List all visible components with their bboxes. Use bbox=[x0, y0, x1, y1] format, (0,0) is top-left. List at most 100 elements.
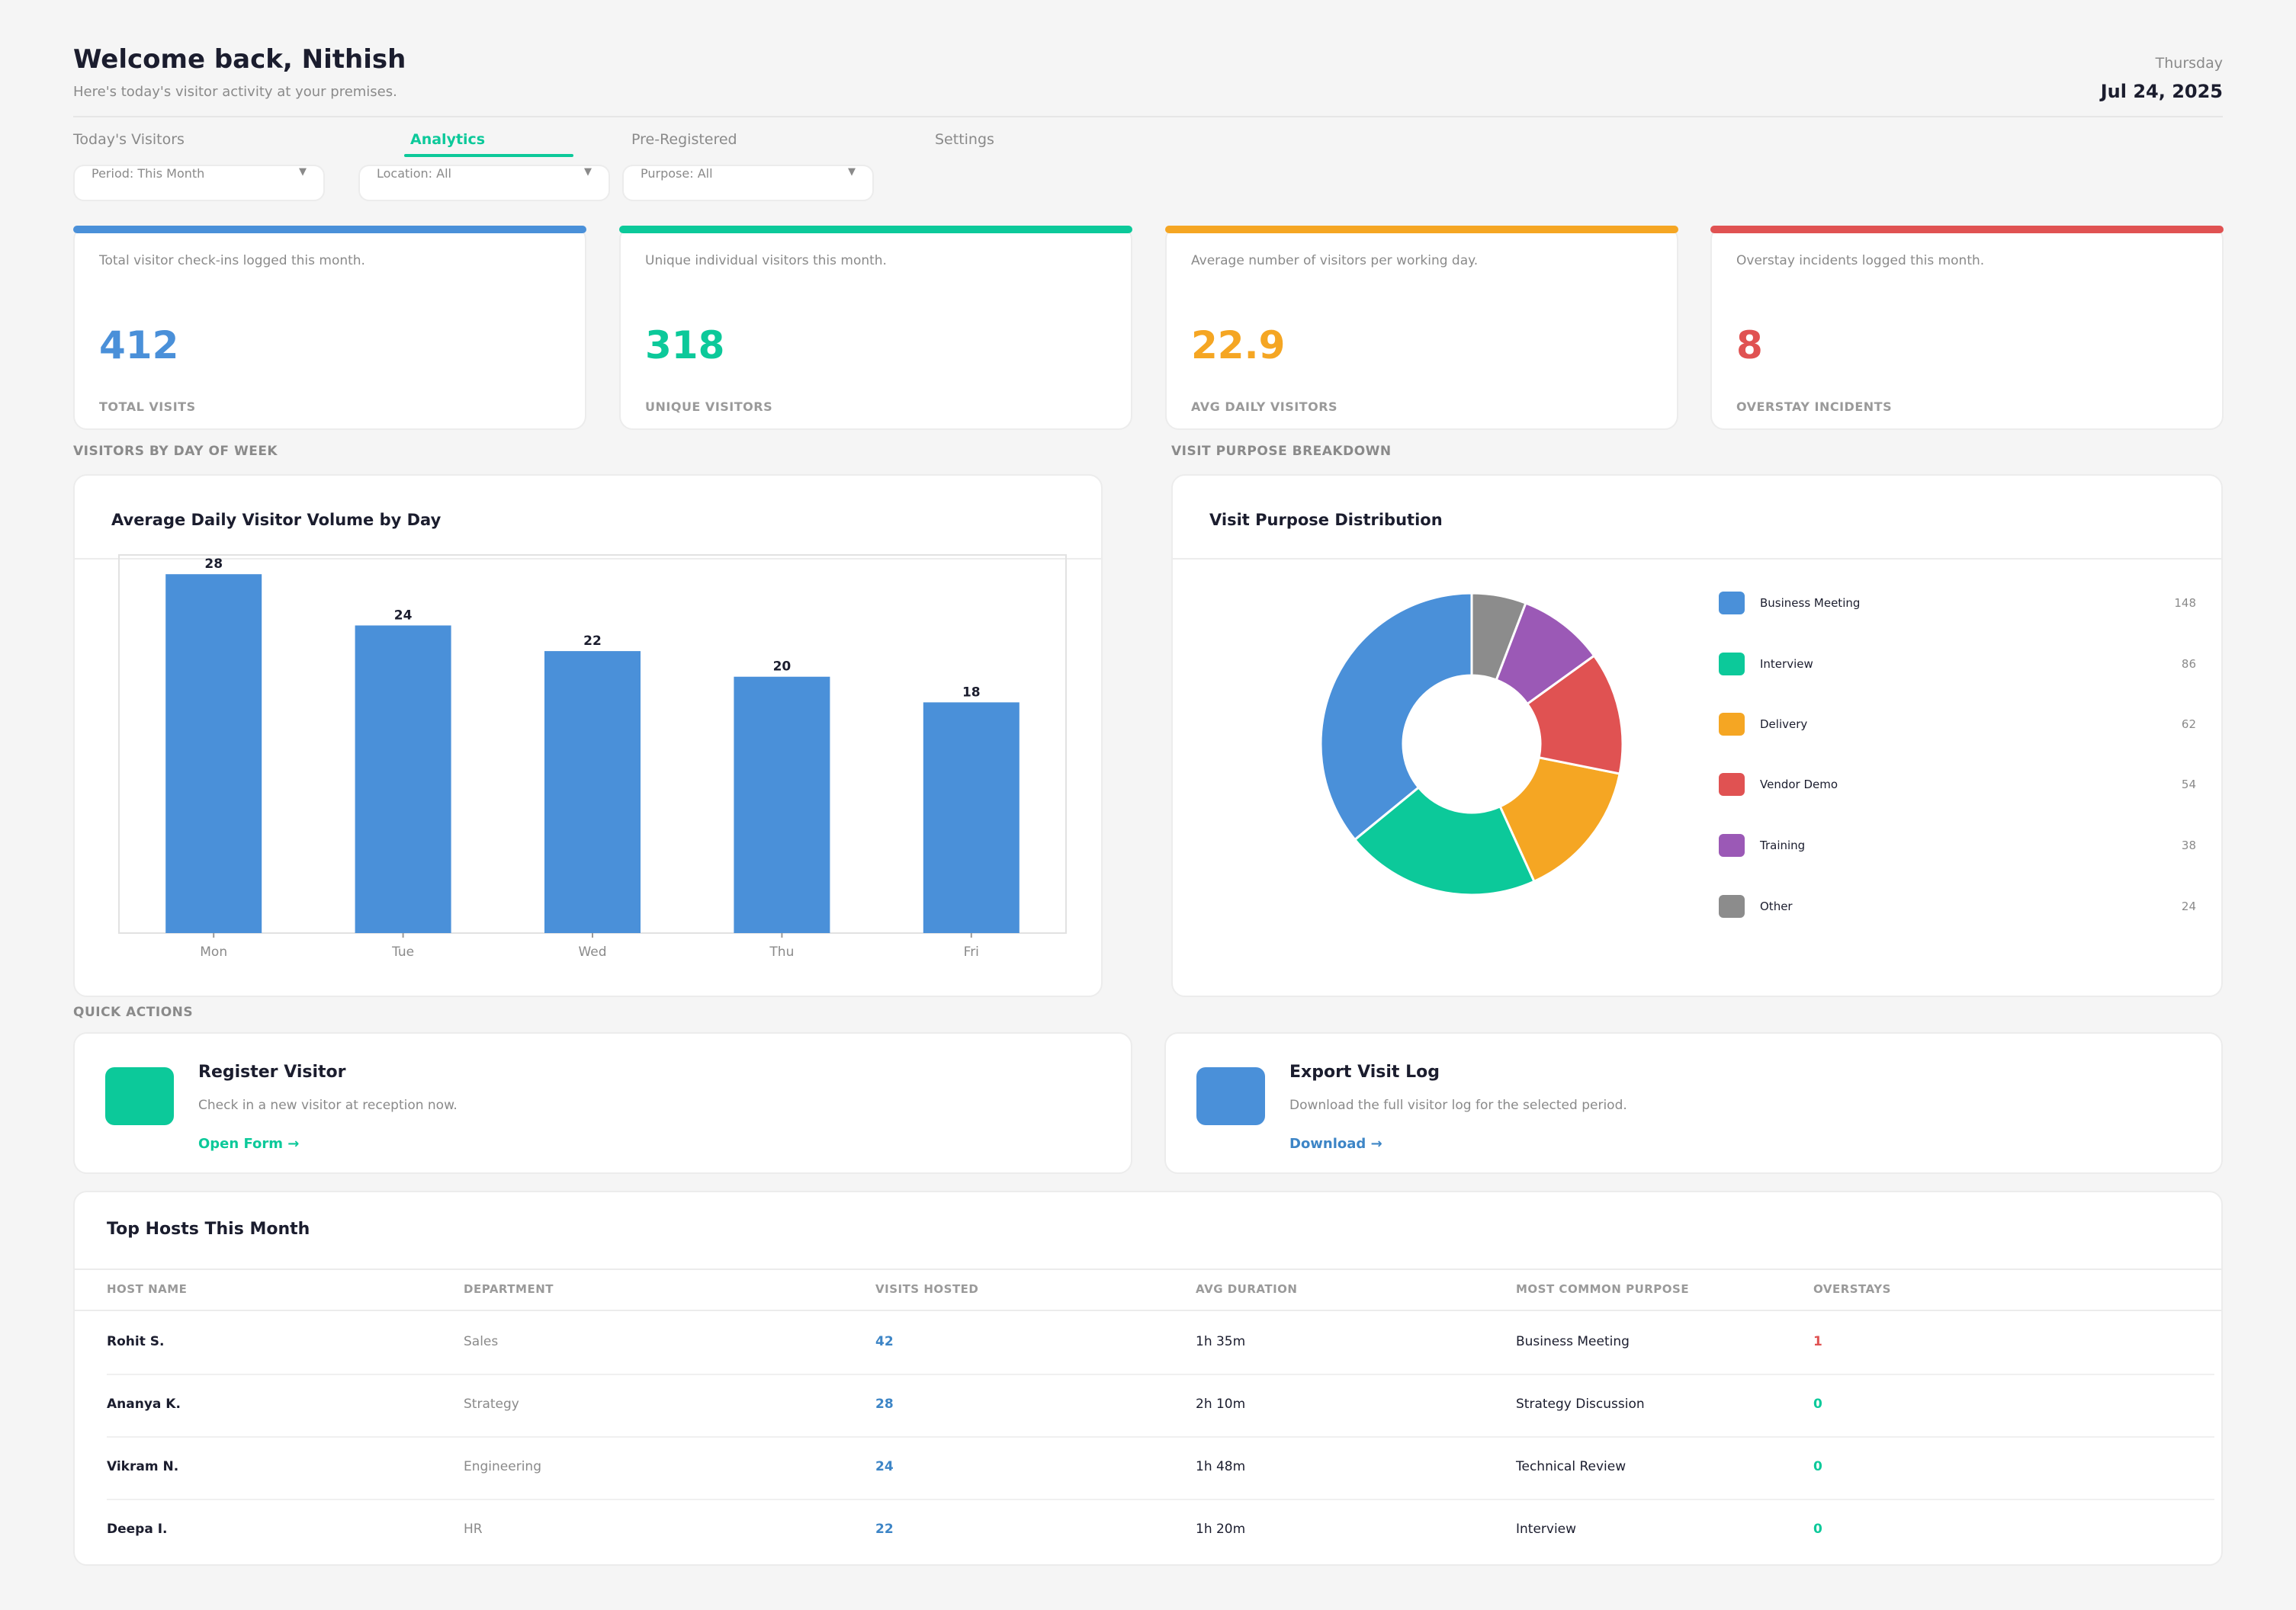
bar-data-label: 22 bbox=[583, 633, 602, 649]
quick-action-export-visit-log[interactable]: Export Visit Log Download the full visit… bbox=[1164, 1032, 2223, 1174]
legend-value: 62 bbox=[2181, 717, 2196, 731]
legend-item-training: Training 38 bbox=[1719, 832, 2196, 858]
export-log-icon bbox=[1196, 1067, 1265, 1125]
stat-value: 8 bbox=[1736, 323, 1763, 367]
current-date: Jul 24, 2025 bbox=[2100, 81, 2223, 102]
host-department: Sales bbox=[464, 1334, 499, 1349]
section-label-by-day: VISITORS BY DAY OF WEEK bbox=[73, 444, 278, 459]
header-divider bbox=[73, 116, 2223, 117]
legend-label: Delivery bbox=[1760, 717, 1808, 731]
period-filter-select[interactable]: Period: This Month ▼ bbox=[73, 165, 325, 201]
purpose-filter-select[interactable]: Purpose: All ▼ bbox=[622, 165, 874, 201]
bar-wed bbox=[544, 651, 641, 933]
host-name: Rohit S. bbox=[107, 1334, 165, 1349]
chevron-down-icon: ▼ bbox=[584, 166, 592, 178]
bar-tue bbox=[355, 625, 451, 933]
location-filter-select[interactable]: Location: All ▼ bbox=[358, 165, 610, 201]
page-title: Welcome back, Nithish bbox=[73, 44, 406, 75]
legend-swatch bbox=[1719, 713, 1745, 736]
stat-label: UNIQUE VISITORS bbox=[645, 399, 773, 414]
bar-data-label: 28 bbox=[204, 556, 223, 572]
period-filter-label: Period: This Month bbox=[92, 166, 205, 181]
stat-card-overstay-incidents: Overstay incidents logged this month. 8 … bbox=[1710, 226, 2224, 430]
bar-chart-title: Average Daily Visitor Volume by Day bbox=[111, 511, 442, 529]
stat-description: Total visitor check-ins logged this mont… bbox=[99, 253, 365, 268]
legend-label: Business Meeting bbox=[1760, 596, 1861, 610]
overstay-count: 1 bbox=[1813, 1334, 1822, 1349]
quick-action-description: Download the full visitor log for the se… bbox=[1289, 1098, 1627, 1113]
current-weekday: Thursday bbox=[2155, 55, 2223, 72]
legend-value: 24 bbox=[2181, 900, 2196, 913]
x-tick-label: Mon bbox=[200, 945, 227, 960]
visits-hosted: 24 bbox=[875, 1459, 894, 1474]
tab-settings[interactable]: Settings bbox=[935, 131, 994, 148]
table-row[interactable]: Rohit S. Sales 42 1h 35m Business Meetin… bbox=[75, 1313, 2221, 1375]
column-header-host-name: HOST NAME bbox=[107, 1282, 188, 1296]
slice-delivery bbox=[1498, 755, 1621, 884]
stat-accent-bar bbox=[1710, 226, 2224, 233]
stat-accent-bar bbox=[619, 226, 1132, 233]
visits-hosted: 22 bbox=[875, 1522, 894, 1537]
table-row[interactable]: Ananya K. Strategy 28 2h 10m Strategy Di… bbox=[75, 1375, 2221, 1438]
bar-chart: 28 Mon 24 Tue 22 Wed 20 Thu 18 Fri bbox=[118, 554, 1067, 960]
legend-swatch bbox=[1719, 834, 1745, 857]
legend-label: Interview bbox=[1760, 657, 1813, 671]
overstay-count: 0 bbox=[1813, 1522, 1822, 1537]
table-title: Top Hosts This Month bbox=[107, 1220, 310, 1239]
tab-todays-visitors[interactable]: Today's Visitors bbox=[73, 131, 185, 148]
column-header-most-common-purpose: MOST COMMON PURPOSE bbox=[1516, 1282, 1690, 1296]
bar-data-label: 24 bbox=[394, 608, 413, 623]
bar-mon bbox=[165, 574, 262, 933]
column-header-visits-hosted: VISITS HOSTED bbox=[875, 1282, 979, 1296]
quick-action-register-visitor[interactable]: Register Visitor Check in a new visitor … bbox=[73, 1032, 1132, 1174]
avg-duration: 1h 20m bbox=[1196, 1522, 1246, 1537]
table-row[interactable]: Vikram N. Engineering 24 1h 48m Technica… bbox=[75, 1438, 2221, 1500]
overstay-count: 0 bbox=[1813, 1397, 1822, 1412]
most-common-purpose: Interview bbox=[1516, 1522, 1577, 1537]
stat-card-unique-visitors: Unique individual visitors this month. 3… bbox=[619, 226, 1132, 430]
quick-action-description: Check in a new visitor at reception now. bbox=[198, 1098, 458, 1113]
donut-chart-title: Visit Purpose Distribution bbox=[1209, 511, 1443, 529]
bar-thu bbox=[734, 676, 830, 933]
legend-item-vendor-demo: Vendor Demo 54 bbox=[1719, 771, 2196, 797]
chevron-down-icon: ▼ bbox=[299, 166, 307, 178]
legend-item-interview: Interview 86 bbox=[1719, 651, 2196, 677]
stat-accent-bar bbox=[1165, 226, 1678, 233]
bar-fri bbox=[923, 702, 1020, 933]
column-header-avg-duration: AVG DURATION bbox=[1196, 1282, 1298, 1296]
host-name: Deepa I. bbox=[107, 1522, 168, 1537]
legend-swatch bbox=[1719, 895, 1745, 918]
stat-card-total-visits: Total visitor check-ins logged this mont… bbox=[73, 226, 586, 430]
stat-label: OVERSTAY INCIDENTS bbox=[1736, 399, 1893, 414]
tab-pre-registered[interactable]: Pre-Registered bbox=[631, 131, 737, 148]
download-link[interactable]: Download → bbox=[1289, 1136, 1382, 1152]
stat-description: Overstay incidents logged this month. bbox=[1736, 253, 1985, 268]
most-common-purpose: Business Meeting bbox=[1516, 1334, 1630, 1349]
open-form-link[interactable]: Open Form → bbox=[198, 1136, 300, 1152]
slice-other bbox=[1470, 592, 1527, 682]
legend-value: 148 bbox=[2174, 596, 2196, 610]
legend-swatch bbox=[1719, 773, 1745, 796]
active-tab-indicator bbox=[404, 154, 573, 157]
x-tick-label: Tue bbox=[391, 945, 414, 960]
bar-data-label: 20 bbox=[773, 659, 792, 675]
stat-description: Unique individual visitors this month. bbox=[645, 253, 887, 268]
tab-analytics[interactable]: Analytics bbox=[410, 131, 486, 148]
x-tick-label: Fri bbox=[964, 945, 979, 960]
table-row[interactable]: Deepa I. HR 22 1h 20m Interview 0 bbox=[75, 1500, 2221, 1563]
host-name: Ananya K. bbox=[107, 1397, 181, 1412]
legend-item-business-meeting: Business Meeting 148 bbox=[1719, 590, 2196, 616]
legend-label: Vendor Demo bbox=[1760, 778, 1838, 791]
legend-swatch bbox=[1719, 653, 1745, 675]
quick-action-title: Export Visit Log bbox=[1289, 1063, 1440, 1082]
chevron-down-icon: ▼ bbox=[848, 166, 856, 178]
stat-description: Average number of visitors per working d… bbox=[1191, 253, 1479, 268]
legend-label: Other bbox=[1760, 900, 1793, 913]
most-common-purpose: Technical Review bbox=[1516, 1459, 1626, 1474]
avg-duration: 1h 48m bbox=[1196, 1459, 1246, 1474]
legend-value: 86 bbox=[2181, 657, 2196, 671]
most-common-purpose: Strategy Discussion bbox=[1516, 1397, 1645, 1412]
stat-accent-bar bbox=[73, 226, 586, 233]
avg-duration: 2h 10m bbox=[1196, 1397, 1246, 1412]
legend-value: 38 bbox=[2181, 839, 2196, 852]
